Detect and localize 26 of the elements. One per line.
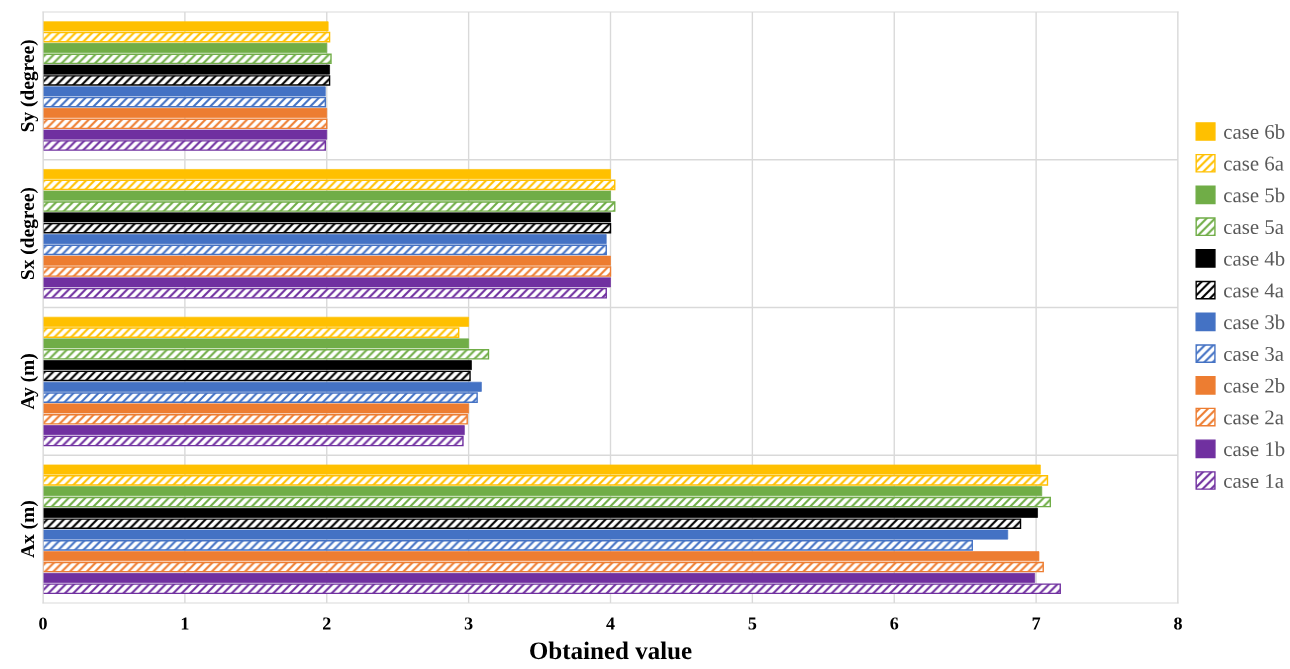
x-tick-label: 0 <box>39 617 47 630</box>
legend-label: case 3a <box>1224 347 1284 361</box>
legend-label: case 6b <box>1224 124 1285 139</box>
legend-label: case 5b <box>1224 187 1285 203</box>
x-tick-label: 5 <box>748 617 757 630</box>
y-tick-label: Ax (m) <box>20 501 39 558</box>
x-tick-label: 3 <box>464 617 473 630</box>
x-tick-label: 6 <box>890 617 899 630</box>
legend-label: case 2b <box>1224 378 1285 393</box>
legend-label: case 6a <box>1224 156 1284 171</box>
y-tick-label: Sy (degree) <box>20 40 39 132</box>
x-tick-label: 8 <box>1174 617 1182 630</box>
legend-label: case 5a <box>1224 220 1284 235</box>
legend-label: case 4b <box>1224 251 1285 266</box>
x-axis-title: Obtained value <box>530 641 692 660</box>
legend-label: case 1b <box>1224 441 1285 457</box>
x-tick-label: 1 <box>181 617 189 630</box>
y-tick-label: Ay (m) <box>20 354 39 410</box>
x-tick-label: 7 <box>1032 617 1041 630</box>
x-tick-label: 2 <box>322 617 331 630</box>
x-tick-label: 4 <box>606 617 615 630</box>
y-tick-label: Sx (degree) <box>20 187 39 280</box>
legend-label: case 2a <box>1224 410 1284 425</box>
legend-label: case 3b <box>1224 314 1285 330</box>
legend-label: case 1a <box>1224 473 1284 488</box>
legend-label: case 4a <box>1224 283 1284 298</box>
